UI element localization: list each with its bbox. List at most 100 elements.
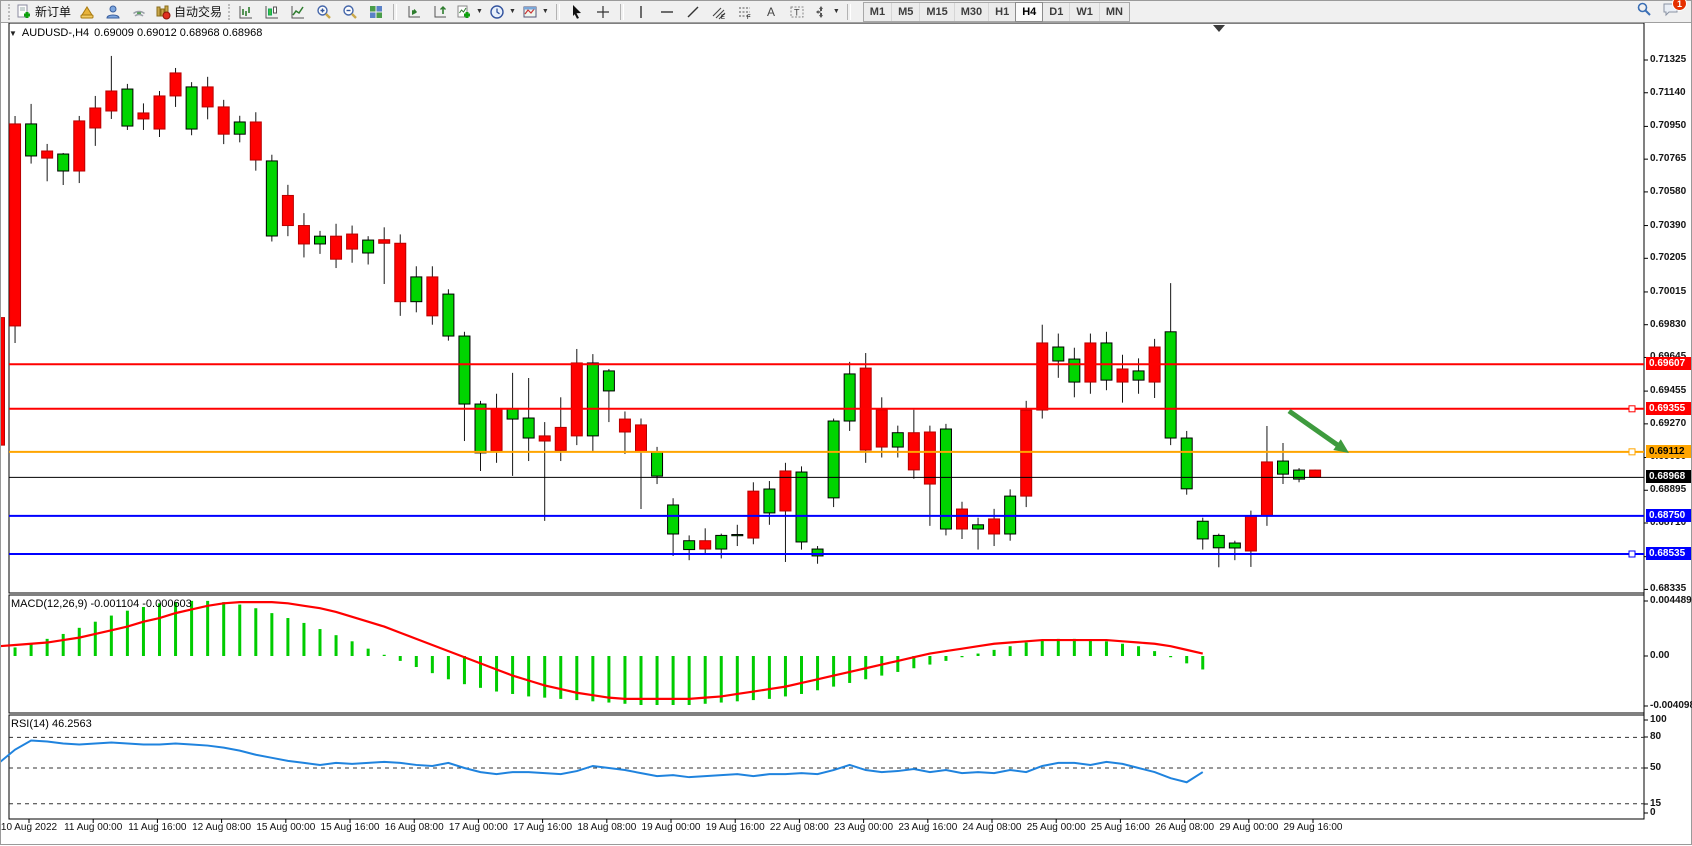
text-tool-button[interactable]: A [758, 1, 784, 23]
horizontal-line-tool-button[interactable] [654, 1, 680, 23]
candle [699, 540, 712, 550]
toolbar-drag-handle[interactable] [228, 3, 231, 20]
new-order-button[interactable]: 新订单 [13, 1, 74, 23]
bar-chart-icon [238, 4, 254, 20]
annotation-arrow[interactable] [1287, 408, 1343, 450]
zoom-out-button[interactable] [337, 1, 363, 23]
candle [105, 90, 118, 112]
candle [715, 534, 728, 550]
price-tick-label: 0.69645 [1650, 351, 1686, 362]
candle [875, 409, 888, 448]
svg-text:T: T [794, 7, 800, 17]
equidistant-channel-tool-button[interactable]: E [706, 1, 732, 23]
tile-windows-button[interactable] [363, 1, 389, 23]
price-badge-0.69355: 0.69355 [1646, 401, 1691, 415]
search-icon[interactable] [1636, 1, 1652, 22]
candle [1244, 515, 1257, 552]
chart-objects-toggle[interactable]: ▼ [9, 28, 17, 38]
candle [217, 106, 230, 135]
timeframe-w1[interactable]: W1 [1070, 2, 1100, 21]
svg-text:E: E [721, 15, 725, 20]
time-tick-label: 19 Aug 16:00 [705, 822, 765, 833]
market-watch-button[interactable] [74, 1, 100, 23]
candle [939, 428, 952, 530]
clock-icon [489, 4, 505, 20]
candle [137, 112, 150, 120]
candle [1309, 469, 1322, 478]
cursor-tool-button[interactable] [564, 1, 590, 23]
candle [1036, 342, 1049, 411]
timeframe-h1[interactable]: H1 [989, 2, 1017, 21]
macd-indicator-label: MACD(12,26,9) -0.001104 -0.000603 [11, 598, 192, 610]
fibonacci-tool-button[interactable]: F [732, 1, 758, 23]
periods-button[interactable]: ▼ [486, 1, 519, 23]
candle [9, 123, 22, 327]
label-tool-button[interactable]: T [784, 1, 810, 23]
timeframe-m1[interactable]: M1 [864, 2, 893, 21]
toolbar-drag-handle[interactable] [8, 3, 10, 20]
candle [1277, 460, 1289, 475]
price-tick-label: 0.71325 [1650, 54, 1687, 65]
price-tick-label: 0.70580 [1650, 185, 1687, 197]
zoom-in-button[interactable] [311, 1, 337, 23]
crosshair-icon [595, 4, 611, 20]
candle [1020, 409, 1033, 497]
chevron-down-icon: ▼ [541, 8, 549, 15]
candle [683, 540, 696, 551]
price-badge-0.69607: 0.69607 [1646, 357, 1691, 371]
candle [795, 471, 808, 543]
signals-button[interactable] [126, 1, 152, 23]
price-badge-0.69112: 0.69112 [1646, 444, 1691, 458]
bar-chart-mode-button[interactable] [233, 1, 259, 23]
timeframe-d1[interactable]: D1 [1043, 2, 1071, 21]
macd-tick-label: 0.00 [1650, 650, 1670, 661]
templates-button[interactable]: ▼ [519, 1, 552, 23]
rsi-tick-label: 100 [1650, 714, 1667, 725]
candle [1132, 370, 1145, 381]
candle [956, 508, 968, 530]
line-chart-mode-button[interactable] [285, 1, 311, 23]
candlestick-mode-button[interactable] [259, 1, 285, 23]
navigator-icon [105, 4, 121, 20]
candle [1212, 534, 1225, 549]
price-badge-0.68750: 0.68750 [1646, 508, 1691, 522]
toolbar-separator [846, 3, 851, 20]
candle [201, 86, 214, 108]
text-icon: A [763, 4, 779, 20]
autotrading-button[interactable]: 自动交易 [152, 1, 225, 23]
candle [314, 235, 326, 245]
candle [41, 150, 54, 159]
time-tick-label: 11 Aug 16:00 [128, 822, 187, 833]
candle [394, 242, 407, 303]
trendline-tool-button[interactable] [680, 1, 706, 23]
indicators-button[interactable]: ▼ [453, 1, 486, 23]
toolbar-right-icons: 1 [1636, 0, 1687, 22]
crosshair-tool-button[interactable] [590, 1, 616, 23]
toolbar-separator [555, 3, 560, 20]
market-watch-icon [79, 4, 95, 20]
auto-scroll-button[interactable] [401, 1, 427, 23]
candle [1116, 368, 1129, 383]
candle [1228, 542, 1241, 549]
timeframe-mn[interactable]: MN [1105, 5, 1123, 18]
timeframe-m30[interactable]: M30 [955, 2, 990, 21]
candle [1084, 342, 1097, 383]
vertical-line-icon [633, 4, 649, 20]
shapes-arrows-icon [813, 4, 829, 20]
timeframe-m5[interactable]: M5 [892, 2, 921, 21]
chart-shift-button[interactable] [427, 1, 453, 23]
notifications-button[interactable]: 1 [1662, 0, 1687, 22]
candle [25, 123, 38, 157]
candle [73, 120, 86, 172]
navigator-button[interactable] [100, 1, 126, 23]
candle [1164, 331, 1177, 439]
template-icon [522, 4, 538, 20]
timeframe-h4[interactable]: H4 [1015, 1, 1044, 22]
candle [265, 160, 278, 237]
vertical-line-tool-button[interactable] [628, 1, 654, 23]
shapes-tool-button[interactable]: ▼ [810, 1, 843, 23]
cursor-arrow-icon [569, 4, 585, 20]
timeframe-m15[interactable]: M15 [920, 2, 955, 21]
candle [827, 420, 840, 499]
